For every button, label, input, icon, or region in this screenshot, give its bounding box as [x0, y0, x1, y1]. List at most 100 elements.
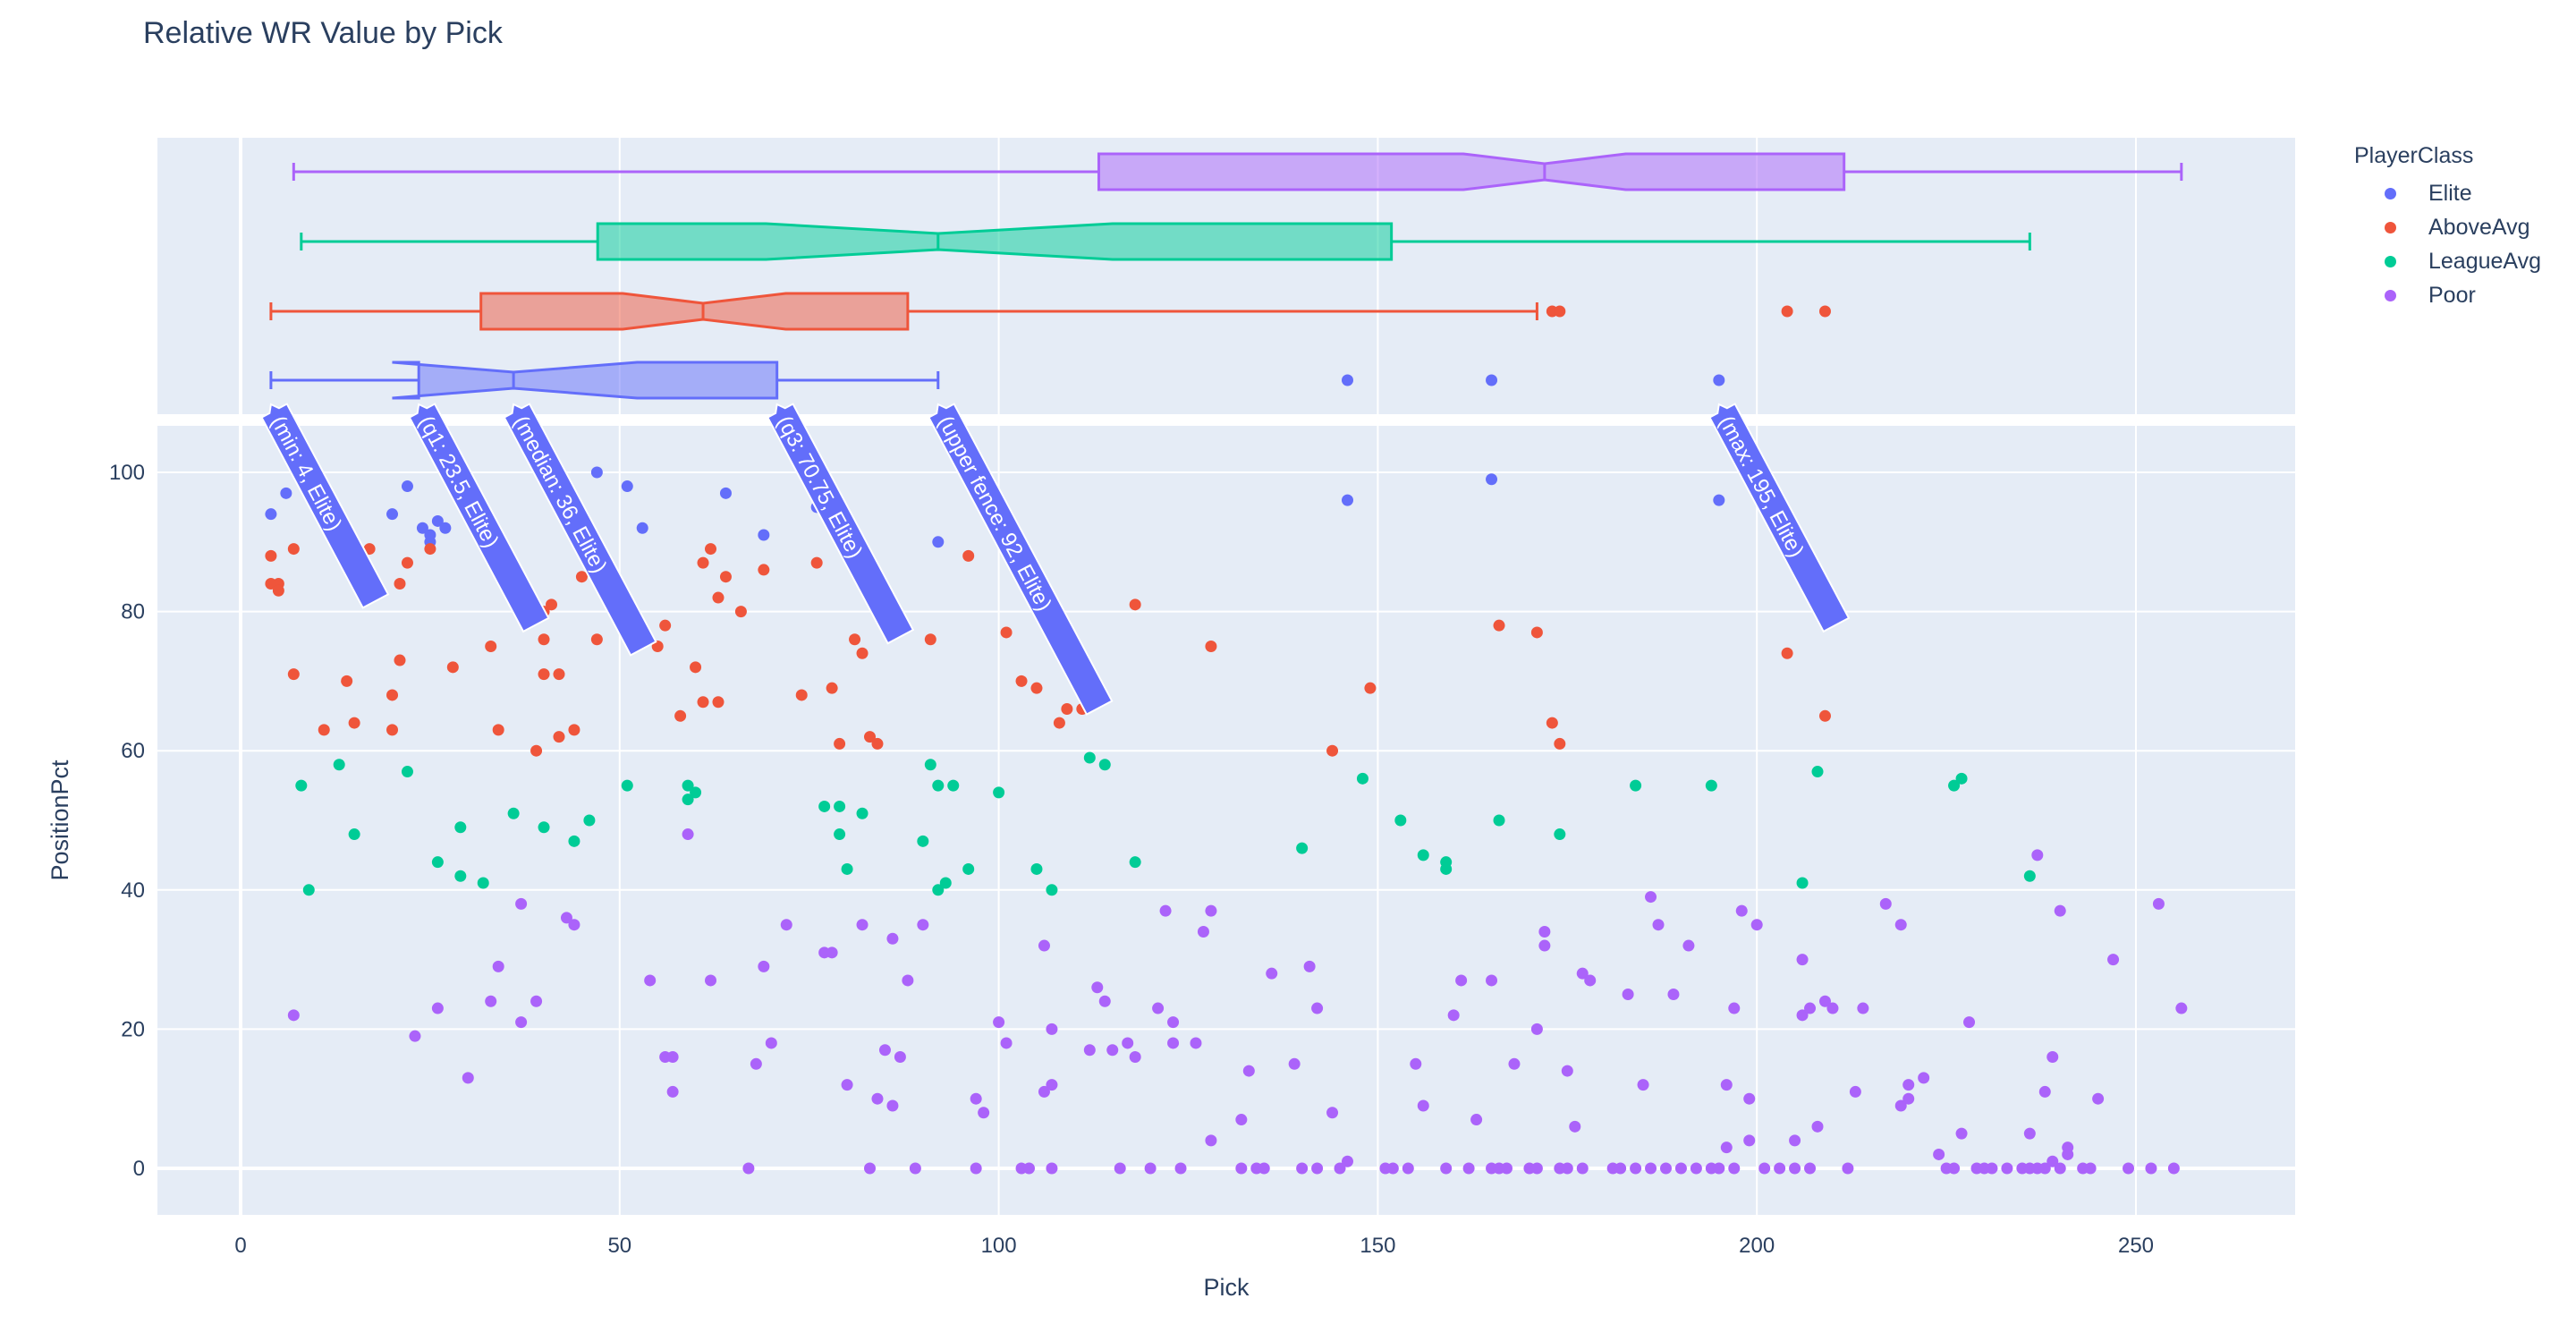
- data-point[interactable]: [1129, 598, 1141, 611]
- data-point[interactable]: [1410, 1057, 1422, 1070]
- data-point[interactable]: [1311, 1162, 1324, 1175]
- data-point[interactable]: [636, 522, 648, 534]
- data-point[interactable]: [1326, 1107, 1339, 1119]
- data-point[interactable]: [546, 598, 558, 611]
- data-point[interactable]: [712, 591, 724, 604]
- data-point[interactable]: [485, 641, 497, 652]
- data-point[interactable]: [1122, 1037, 1134, 1049]
- data-point[interactable]: [1857, 1002, 1869, 1014]
- data-point[interactable]: [1842, 1162, 1854, 1175]
- data-point[interactable]: [1341, 494, 1353, 506]
- data-point[interactable]: [1326, 744, 1339, 757]
- data-point[interactable]: [424, 529, 436, 541]
- box-poor[interactable]: [292, 152, 2183, 191]
- data-point[interactable]: [932, 884, 945, 896]
- data-point[interactable]: [970, 1162, 982, 1175]
- data-point[interactable]: [932, 536, 945, 548]
- data-point[interactable]: [795, 689, 808, 701]
- box-leagueavg[interactable]: [300, 222, 2031, 261]
- data-point[interactable]: [2107, 954, 2120, 966]
- data-point[interactable]: [1561, 1065, 1573, 1077]
- data-point[interactable]: [1530, 1162, 1543, 1175]
- data-point[interactable]: [1386, 1162, 1399, 1175]
- data-point[interactable]: [272, 584, 284, 597]
- data-point[interactable]: [1713, 494, 1725, 506]
- data-point[interactable]: [2167, 1162, 2180, 1175]
- data-point[interactable]: [1242, 1065, 1255, 1077]
- data-point[interactable]: [659, 619, 672, 632]
- data-point[interactable]: [864, 731, 877, 743]
- data-point[interactable]: [431, 514, 444, 527]
- data-point[interactable]: [621, 779, 633, 792]
- data-point[interactable]: [2046, 1051, 2059, 1064]
- data-point[interactable]: [1167, 1037, 1180, 1049]
- data-point[interactable]: [1530, 626, 1543, 639]
- data-point[interactable]: [2038, 1162, 2051, 1175]
- data-point[interactable]: [780, 919, 792, 931]
- data-point[interactable]: [287, 668, 300, 681]
- data-point[interactable]: [1811, 766, 1824, 778]
- data-point[interactable]: [575, 571, 588, 583]
- data-point[interactable]: [1750, 919, 1763, 931]
- data-point[interactable]: [333, 759, 345, 771]
- data-point[interactable]: [1303, 960, 1316, 972]
- data-point[interactable]: [454, 870, 467, 882]
- data-point[interactable]: [841, 862, 853, 875]
- data-point[interactable]: [538, 821, 550, 834]
- data-point[interactable]: [1705, 779, 1717, 792]
- data-point[interactable]: [856, 807, 869, 819]
- data-point[interactable]: [492, 724, 504, 736]
- data-point[interactable]: [939, 877, 952, 889]
- data-point[interactable]: [1652, 919, 1665, 931]
- data-point[interactable]: [1205, 641, 1217, 652]
- data-point[interactable]: [1622, 989, 1634, 1000]
- data-point[interactable]: [1645, 891, 1657, 904]
- data-point[interactable]: [265, 549, 277, 562]
- box-elite[interactable]: [269, 361, 1725, 400]
- data-point[interactable]: [712, 696, 724, 709]
- data-point[interactable]: [2084, 1162, 2097, 1175]
- data-point[interactable]: [1674, 1162, 1687, 1175]
- data-point[interactable]: [750, 1057, 762, 1070]
- data-point[interactable]: [1364, 682, 1377, 694]
- data-point[interactable]: [530, 744, 543, 757]
- data-point[interactable]: [674, 709, 687, 722]
- data-point[interactable]: [1690, 1162, 1702, 1175]
- data-point[interactable]: [1152, 1002, 1165, 1014]
- data-point[interactable]: [1235, 1162, 1248, 1175]
- data-point[interactable]: [993, 1016, 1005, 1029]
- data-point[interactable]: [1455, 974, 1468, 987]
- data-point[interactable]: [1205, 1134, 1217, 1147]
- data-point[interactable]: [1129, 856, 1141, 869]
- data-point[interactable]: [1394, 814, 1407, 827]
- data-point[interactable]: [978, 1107, 990, 1119]
- data-point[interactable]: [1205, 904, 1217, 917]
- data-point[interactable]: [1796, 877, 1809, 889]
- data-point[interactable]: [538, 633, 550, 646]
- data-point[interactable]: [1440, 1162, 1453, 1175]
- data-point[interactable]: [993, 786, 1005, 799]
- data-point[interactable]: [826, 946, 838, 959]
- data-point[interactable]: [1743, 1134, 1756, 1147]
- data-point[interactable]: [424, 543, 436, 556]
- data-point[interactable]: [1500, 1162, 1513, 1175]
- data-point[interactable]: [682, 794, 694, 806]
- data-point[interactable]: [834, 737, 846, 750]
- data-point[interactable]: [1083, 1044, 1096, 1057]
- data-point[interactable]: [583, 814, 596, 827]
- data-point[interactable]: [1561, 1162, 1573, 1175]
- data-point[interactable]: [348, 828, 360, 841]
- legend-item-leagueavg[interactable]: LeagueAvg: [2354, 244, 2541, 278]
- data-point[interactable]: [871, 737, 884, 750]
- data-point[interactable]: [1902, 1092, 1915, 1105]
- data-point[interactable]: [765, 1037, 777, 1049]
- data-point[interactable]: [1486, 473, 1498, 486]
- data-point[interactable]: [1796, 954, 1809, 966]
- data-point[interactable]: [1061, 703, 1073, 716]
- data-point[interactable]: [590, 466, 603, 479]
- data-point[interactable]: [1554, 828, 1566, 841]
- data-point[interactable]: [1417, 849, 1429, 861]
- data-point[interactable]: [644, 974, 657, 987]
- data-point[interactable]: [2023, 1127, 2036, 1140]
